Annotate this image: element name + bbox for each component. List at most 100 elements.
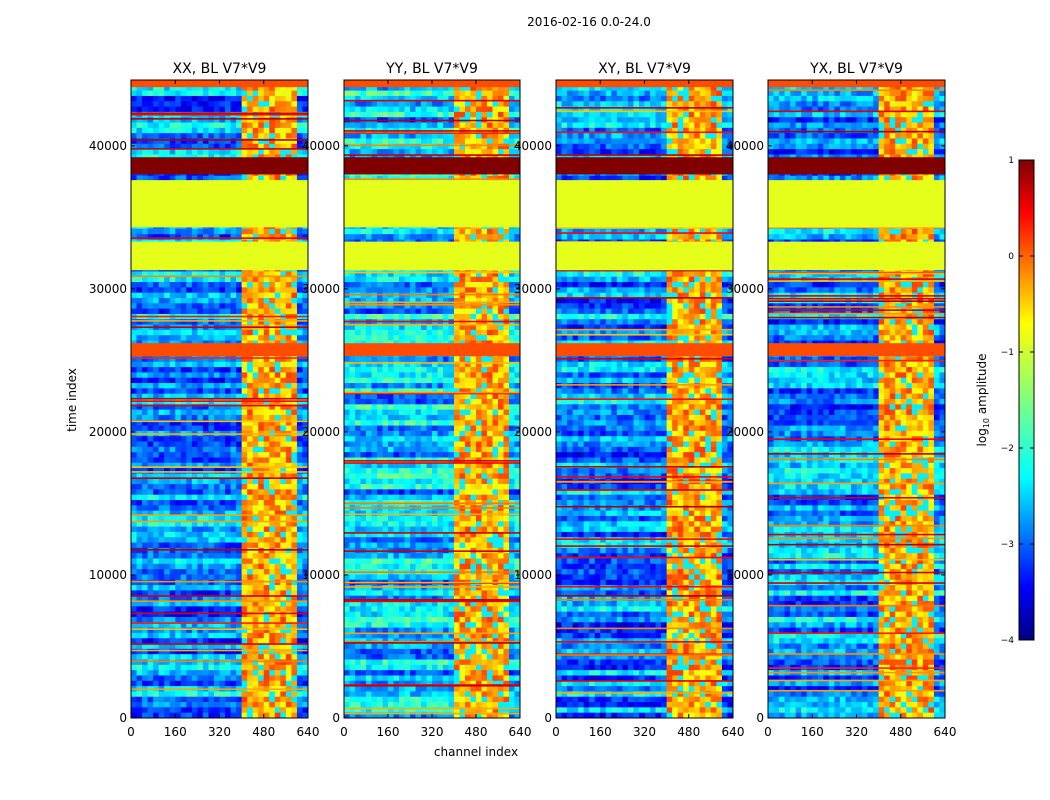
heatmap-cell bbox=[131, 452, 138, 458]
heatmap-cell bbox=[269, 133, 276, 139]
heatmap-cell bbox=[164, 297, 171, 304]
heatmap-cell bbox=[280, 127, 287, 134]
heatmap-cell bbox=[269, 537, 276, 544]
heatmap-cell bbox=[191, 531, 198, 538]
heatmap-cell bbox=[274, 473, 281, 480]
heatmap-cell bbox=[241, 702, 248, 708]
heatmap-cell bbox=[147, 276, 154, 283]
heatmap-cell bbox=[153, 271, 160, 278]
heatmap-cell bbox=[147, 372, 154, 379]
heatmap-cell bbox=[131, 457, 138, 464]
heatmap-cell bbox=[470, 133, 477, 139]
heatmap-cell bbox=[131, 335, 138, 342]
heatmap-cell bbox=[158, 367, 165, 373]
heatmap-cell bbox=[164, 420, 171, 427]
heatmap-cell bbox=[164, 648, 171, 655]
heatmap-cell bbox=[197, 383, 204, 389]
heatmap-cell bbox=[147, 297, 154, 304]
heatmap-cell bbox=[186, 383, 193, 389]
heatmap-cell bbox=[247, 303, 254, 310]
heatmap-cell bbox=[136, 611, 143, 618]
heatmap-cell bbox=[136, 303, 143, 310]
heatmap-cell bbox=[142, 287, 149, 294]
heatmap-cell bbox=[208, 383, 215, 389]
heatmap-cell bbox=[169, 537, 176, 544]
heatmap-cell bbox=[131, 707, 138, 714]
heatmap-cell bbox=[131, 563, 138, 570]
heatmap-cell bbox=[191, 691, 198, 698]
heatmap-cell bbox=[180, 303, 187, 310]
heatmap-cell bbox=[269, 462, 276, 469]
heatmap-cell bbox=[136, 489, 143, 496]
heatmap-cell bbox=[197, 101, 204, 108]
heatmap-cell bbox=[258, 702, 265, 708]
heatmap-cell bbox=[274, 356, 281, 363]
heatmap-cell bbox=[202, 282, 209, 288]
heatmap-cell bbox=[247, 696, 254, 703]
heatmap-cell bbox=[258, 675, 265, 682]
heatmap-cell bbox=[280, 292, 287, 299]
heatmap-cell bbox=[247, 675, 254, 682]
heatmap-cell bbox=[236, 127, 243, 134]
heatmap-cell bbox=[202, 372, 209, 379]
heatmap-cell bbox=[296, 106, 303, 113]
heatmap-cell bbox=[164, 675, 171, 682]
heatmap-cell bbox=[213, 329, 220, 336]
heatmap-cell bbox=[219, 627, 226, 634]
heatmap-cell bbox=[164, 622, 171, 629]
heatmap-cell bbox=[169, 282, 176, 288]
heatmap-cell bbox=[280, 484, 287, 490]
heatmap-cell bbox=[136, 308, 143, 315]
heatmap-cell bbox=[158, 638, 165, 645]
heatmap-cell bbox=[296, 712, 303, 719]
heatmap-cell bbox=[269, 404, 276, 411]
heatmap-cell bbox=[410, 95, 416, 102]
heatmap-cell bbox=[219, 101, 226, 108]
heatmap-cell bbox=[377, 138, 383, 145]
heatmap-cell bbox=[252, 526, 259, 533]
heatmap-cell bbox=[269, 574, 276, 581]
heatmap-cell bbox=[302, 457, 309, 464]
heatmap-cell bbox=[296, 627, 303, 634]
heatmap-cell bbox=[219, 654, 226, 661]
heatmap-cell bbox=[437, 228, 444, 235]
heatmap-cell bbox=[432, 90, 438, 97]
heatmap-cell bbox=[280, 149, 287, 155]
heatmap-cell bbox=[202, 654, 209, 661]
heatmap-cell bbox=[296, 558, 303, 565]
heatmap-cell bbox=[285, 175, 292, 182]
heatmap-cell bbox=[241, 228, 248, 235]
heatmap-cell bbox=[404, 90, 411, 97]
heatmap-cell bbox=[208, 329, 215, 336]
heatmap-cell bbox=[241, 664, 248, 671]
heatmap-cell bbox=[191, 377, 198, 384]
heatmap-cell bbox=[142, 627, 149, 634]
heatmap-cell bbox=[180, 526, 187, 533]
heatmap-cell bbox=[280, 133, 287, 139]
heatmap-cell bbox=[415, 133, 422, 139]
heatmap-cell bbox=[258, 654, 265, 661]
panel-title: XX, BL V7*V9 bbox=[173, 61, 267, 77]
heatmap-cell bbox=[175, 393, 182, 400]
heatmap-cell bbox=[158, 90, 165, 97]
heatmap-cell bbox=[388, 133, 394, 139]
heatmap-cell bbox=[241, 367, 248, 373]
heatmap-cell bbox=[509, 90, 515, 97]
heatmap-cell bbox=[175, 446, 182, 453]
heatmap-cell bbox=[202, 377, 209, 384]
heatmap-cell bbox=[213, 500, 220, 506]
heatmap-cell bbox=[274, 601, 281, 607]
heatmap-cell bbox=[230, 707, 237, 714]
heatmap-cell bbox=[236, 377, 243, 384]
heatmap-cell bbox=[197, 133, 204, 139]
heatmap-cell bbox=[164, 712, 171, 719]
heatmap-cell bbox=[377, 85, 383, 92]
heatmap-cell bbox=[180, 574, 187, 581]
heatmap-cell bbox=[236, 489, 243, 496]
heatmap-cell bbox=[208, 595, 215, 602]
heatmap-cell bbox=[131, 271, 138, 278]
heatmap-cell bbox=[269, 122, 276, 129]
heatmap-cell bbox=[258, 436, 265, 443]
heatmap-cell bbox=[258, 648, 265, 655]
heatmap-cell bbox=[241, 127, 248, 134]
